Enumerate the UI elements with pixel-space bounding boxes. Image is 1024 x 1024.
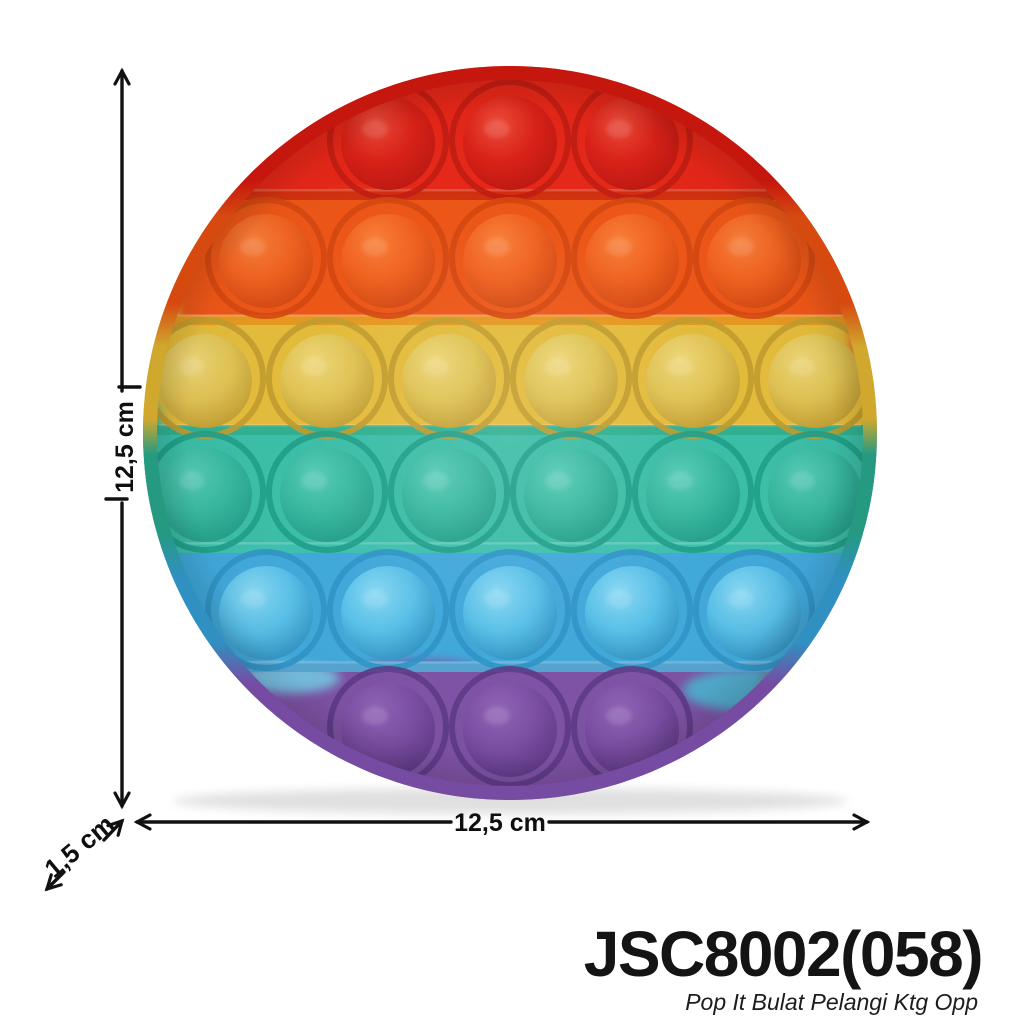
depth-dimension: 1,5 cm (39, 809, 125, 892)
toy-shadow (172, 788, 848, 814)
product-subtitle: Pop It Bulat Pelangi Ktg Opp (685, 989, 978, 1015)
product-code: JSC8002(058) (584, 918, 982, 990)
popit-toy (143, 66, 877, 814)
toy-rim (143, 66, 877, 800)
toy-lighting-overlay (143, 66, 877, 800)
width-dimension-label: 12,5 cm (454, 809, 546, 837)
product-label: JSC8002(058) Pop It Bulat Pelangi Ktg Op… (584, 918, 984, 1015)
depth-dimension-label: 1,5 cm (39, 809, 120, 884)
height-dimension: 12,5 cm (104, 67, 142, 810)
color-blend-patch (792, 693, 802, 711)
width-dimension: 12,5 cm (133, 809, 871, 837)
depth-arrow-lower (44, 870, 66, 892)
height-dimension-label: 12,5 cm (111, 401, 139, 493)
depth-arrow-upper (102, 818, 125, 842)
color-blend-patch (143, 268, 165, 324)
